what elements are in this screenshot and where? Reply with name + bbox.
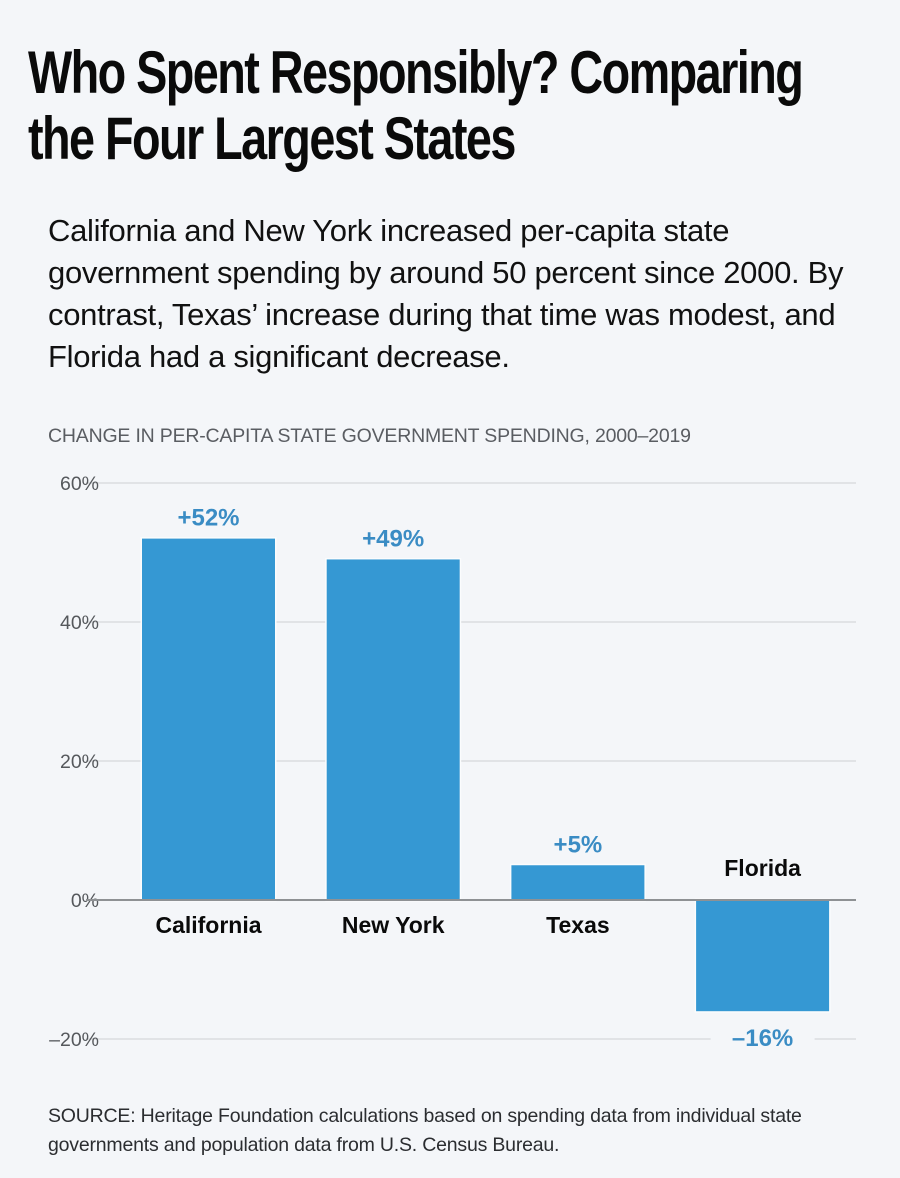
label-mask	[710, 1022, 815, 1055]
category-label: New York	[342, 912, 445, 938]
chart-heading: CHANGE IN PER-CAPITA STATE GOVERNMENT SP…	[48, 425, 691, 447]
data-label: –16%	[732, 1025, 793, 1052]
data-label: +49%	[362, 525, 424, 552]
chart-title: Who Spent Responsibly? Comparing the Fou…	[28, 39, 804, 172]
chart-subtitle: California and New York increased per-ca…	[48, 213, 844, 374]
data-label: +5%	[554, 831, 603, 858]
bar-florida	[696, 900, 830, 1012]
bar-texas	[511, 865, 645, 900]
y-tick-label: 40%	[60, 612, 99, 634]
y-axis-ticks: 60% 40% 20% 0% –20%	[49, 473, 99, 1051]
y-tick-label: 0%	[71, 890, 99, 912]
bars	[140, 537, 831, 1013]
bar-california	[142, 538, 275, 900]
category-label: Florida	[724, 855, 801, 881]
bar-new-york	[326, 559, 460, 900]
y-tick-label: –20%	[49, 1029, 99, 1051]
y-tick-label: 20%	[60, 751, 99, 773]
category-label: California	[155, 912, 261, 938]
category-label: Texas	[546, 912, 610, 938]
source-note: SOURCE: Heritage Foundation calculations…	[48, 1105, 802, 1156]
labels: California +52% New York +49% Texas +5% Florid…	[155, 505, 815, 1055]
data-label: +52%	[177, 505, 239, 532]
y-tick-label: 60%	[60, 473, 99, 495]
